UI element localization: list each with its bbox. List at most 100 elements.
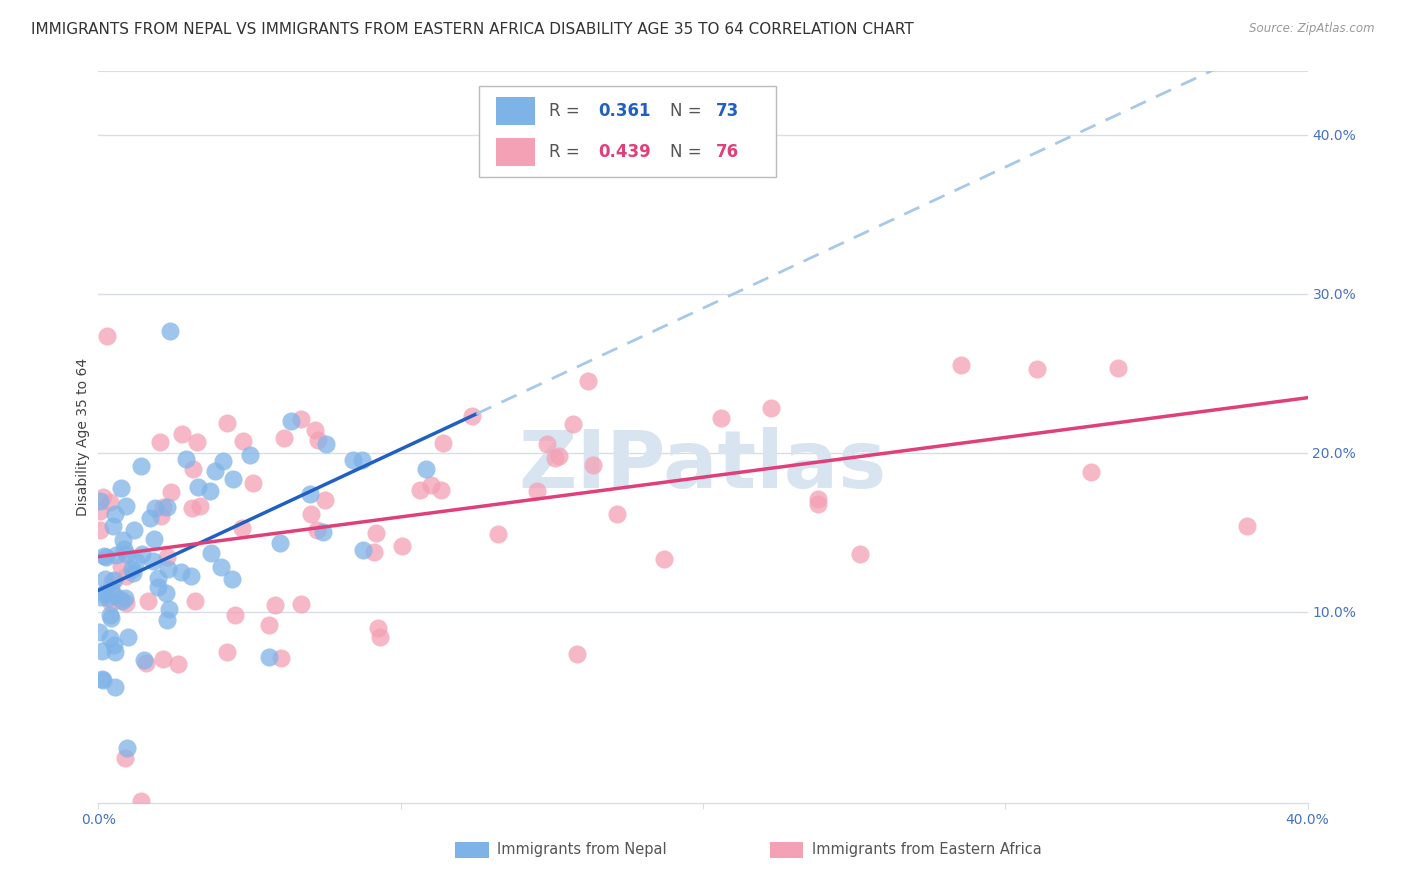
Point [101,519,124,533]
Point [98,494,121,508]
Point [174,452,197,467]
Point [366,525,388,540]
Point [368,630,391,644]
Text: N =: N = [671,102,707,120]
FancyBboxPatch shape [479,86,776,178]
Point [93,549,115,563]
Point [949,358,972,372]
Point [100,596,122,610]
Point [1080,466,1102,480]
Point [290,412,312,426]
Point [299,507,322,521]
Point [273,431,295,445]
Point [103,588,125,602]
Point [432,436,454,450]
Point [224,607,246,622]
Point [242,475,264,490]
Point [98,607,121,622]
Y-axis label: Disability Age 35 to 64: Disability Age 35 to 64 [76,358,90,516]
Point [90,644,112,658]
Point [156,562,179,576]
Point [200,484,222,499]
Point [187,480,209,494]
Point [239,448,262,462]
Point [299,487,322,501]
Text: 76: 76 [716,143,740,161]
FancyBboxPatch shape [456,841,489,858]
Point [122,566,145,580]
Point [1026,361,1049,376]
Point [352,543,374,558]
Point [129,459,152,474]
Point [114,591,136,606]
Point [115,547,138,561]
Point [135,657,157,671]
Point [1236,519,1258,533]
Text: R =: R = [550,102,585,120]
Point [526,483,548,498]
Point [103,638,125,652]
Point [105,548,128,562]
Point [315,437,337,451]
Point [115,741,138,756]
Point [87,625,110,640]
Point [134,652,156,666]
Point [136,594,159,608]
Point [269,536,291,550]
Point [257,617,280,632]
Point [186,435,208,450]
Point [312,525,335,540]
Point [112,533,135,548]
Point [155,586,177,600]
Point [149,434,172,449]
Point [110,481,132,495]
Text: R =: R = [550,143,585,161]
Point [304,423,326,437]
Point [180,569,202,583]
Point [103,574,125,588]
Point [89,523,111,537]
Point [169,565,191,579]
Point [217,645,239,659]
Point [91,672,114,686]
Text: Source: ZipAtlas.com: Source: ZipAtlas.com [1250,22,1375,36]
Point [548,450,571,464]
Text: 0.361: 0.361 [598,102,651,120]
Point [307,433,329,447]
Point [114,751,136,765]
Text: 73: 73 [716,102,740,120]
Point [1107,361,1129,376]
Point [157,602,180,616]
Text: ZIPatlas: ZIPatlas [519,427,887,506]
Point [363,545,385,559]
Point [270,651,292,665]
Point [166,657,188,672]
Point [415,462,437,476]
Point [409,483,432,497]
Point [567,647,589,661]
Point [94,573,117,587]
Point [149,509,172,524]
Point [104,508,127,522]
Point [280,414,302,428]
Point [212,453,235,467]
Point [807,492,830,507]
Point [217,416,239,430]
Point [806,497,828,511]
Point [104,680,127,694]
Point [139,511,162,525]
Point [461,409,484,423]
Point [110,592,132,607]
Text: Immigrants from Eastern Africa: Immigrants from Eastern Africa [811,842,1042,857]
Point [142,554,165,568]
Point [170,426,193,441]
Point [101,574,124,589]
Point [152,652,174,666]
Point [759,401,782,415]
Point [110,559,132,574]
Point [209,560,232,574]
Point [342,453,364,467]
Point [122,523,145,537]
Text: Immigrants from Nepal: Immigrants from Nepal [498,842,666,857]
Point [91,673,114,687]
